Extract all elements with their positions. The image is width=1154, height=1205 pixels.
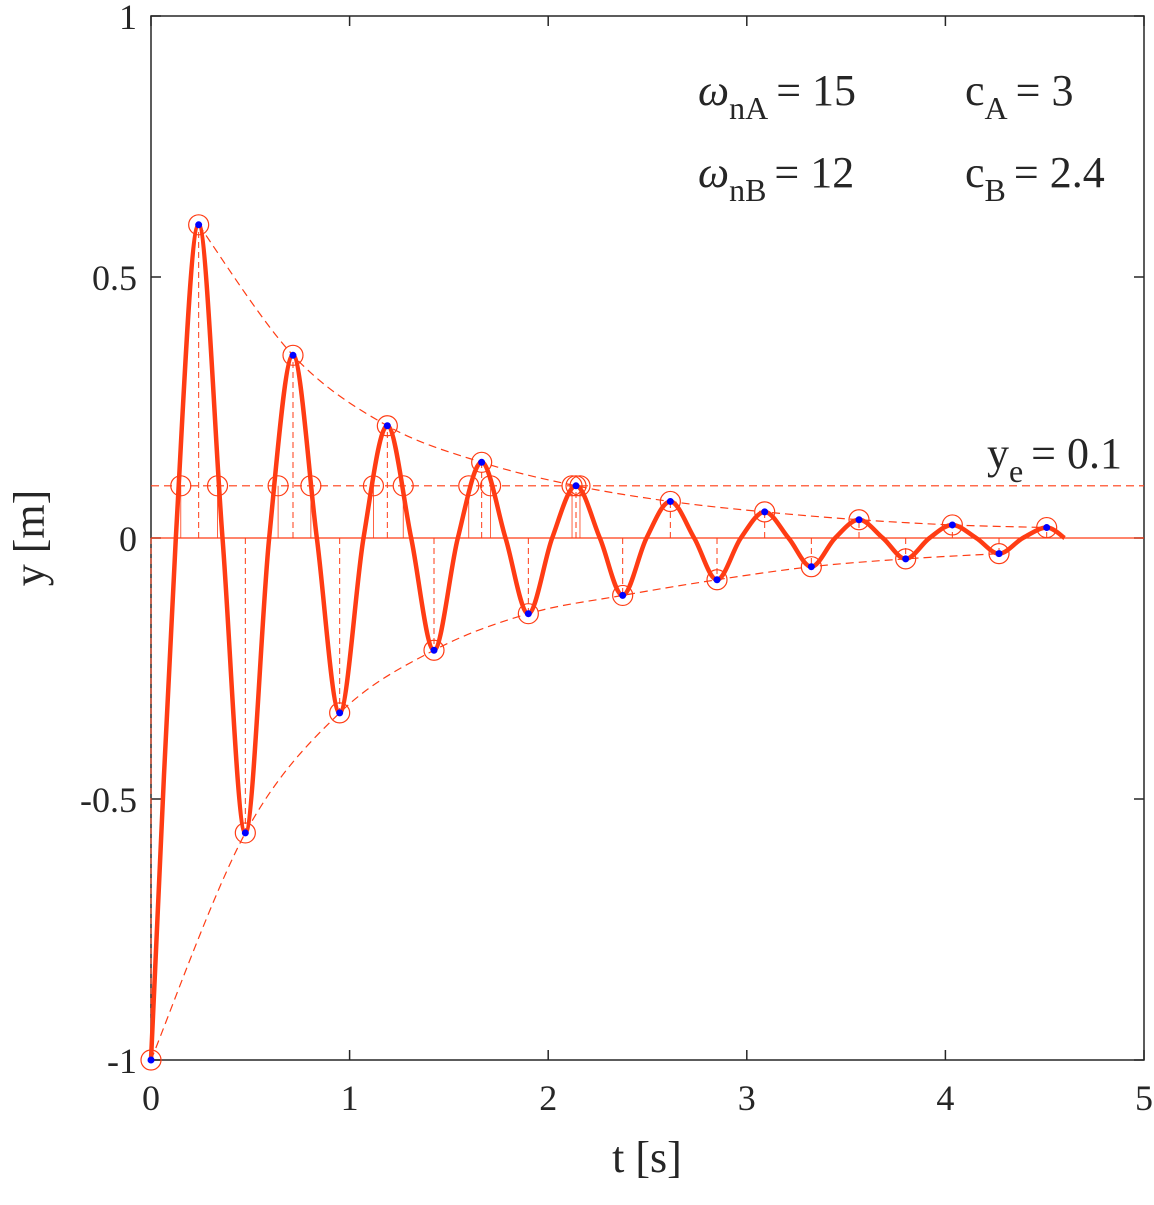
crossing-marker (561, 475, 583, 497)
y-tick-label: 1 (119, 0, 137, 37)
extremum-dot (195, 221, 203, 229)
annotation-base: ω (698, 66, 729, 115)
extremum-circle (895, 548, 917, 570)
annotation-sub: nB (729, 172, 766, 208)
y-tick-label: 0.5 (92, 258, 137, 298)
extremum-circle (612, 584, 634, 607)
annotation: ωnB = 12 (698, 148, 854, 208)
y-tick-label: 0 (119, 519, 137, 559)
extremum-circle (988, 543, 1010, 565)
extremum-circle (140, 1049, 162, 1071)
extremum-circle (423, 639, 445, 661)
extremum-circle (1036, 516, 1058, 539)
extremum-dot (666, 497, 674, 505)
extremum-dot (430, 646, 438, 654)
annotation: ωnA = 15 (698, 66, 856, 126)
y-tick-label: -1 (107, 1041, 137, 1081)
extremum-dot (713, 576, 721, 584)
annotation: cB = 2.4 (965, 148, 1105, 208)
y-axis-label: y [m] (5, 490, 54, 587)
y-tick-label: -0.5 (80, 780, 137, 820)
x-tick-label: 0 (142, 1078, 160, 1118)
extremum-circle (848, 509, 870, 531)
response-curve (148, 222, 1066, 1061)
extremum-dot (807, 563, 815, 571)
extremum-dot (572, 482, 580, 490)
annotation-text: = 12 (774, 148, 854, 197)
annotation-text: = 0.1 (1031, 429, 1122, 478)
extremum-dot (902, 555, 910, 563)
extremum-circle (706, 569, 728, 591)
annotation-text: = 3 (1016, 66, 1074, 115)
extremum-circle (800, 556, 822, 578)
extremum-dot (619, 591, 627, 599)
extremum-dot (336, 709, 344, 717)
extremum-circle (471, 451, 493, 473)
extremum-circle (659, 490, 681, 513)
x-tick-label: 3 (738, 1078, 756, 1118)
annotation: cA = 3 (965, 66, 1073, 126)
extremum-circle (565, 475, 587, 497)
x-tick-label: 5 (1135, 1078, 1153, 1118)
extremum-circle (517, 603, 539, 625)
annotation-text: = 2.4 (1014, 148, 1105, 197)
extremum-dot (524, 610, 532, 618)
upper-envelope (198, 224, 1047, 529)
annotation-base: ω (698, 148, 729, 197)
annotation-text: = 15 (776, 66, 856, 115)
extremum-dot (478, 458, 486, 466)
x-tick-label: 4 (936, 1078, 954, 1118)
annotation-sub: nA (729, 90, 768, 126)
annotation-sub: e (1009, 453, 1023, 489)
extremum-circle (329, 702, 351, 724)
annotation-sub: B (985, 172, 1006, 208)
annotation-base: y (987, 429, 1009, 478)
extremum-circle (941, 514, 963, 536)
x-axis-label: t [s] (612, 1133, 682, 1182)
extremum-circle (282, 344, 304, 366)
extremum-circle (234, 822, 256, 844)
extremum-dot (241, 829, 249, 837)
x-tick-label: 2 (539, 1078, 557, 1118)
extremum-dot (289, 351, 297, 359)
extremum-dot (855, 516, 863, 524)
extremum-dot (147, 1056, 155, 1064)
extremum-dot (1043, 524, 1051, 532)
extremum-dot (995, 550, 1003, 558)
annotation-sub: A (985, 90, 1008, 126)
extremum-dot (948, 521, 956, 529)
extremum-circle (376, 415, 398, 437)
extremum-circle (754, 501, 776, 523)
extremum-dot (383, 422, 391, 430)
annotation-base: c (965, 148, 985, 197)
annotation-base: c (965, 66, 985, 115)
crossing-marker (569, 475, 591, 497)
crossing-marker (267, 475, 289, 497)
x-tick-label: 1 (341, 1078, 359, 1118)
extremum-dot (761, 508, 769, 516)
lower-envelope (150, 553, 1000, 1061)
extremum-circle (188, 214, 210, 236)
annotation: ye = 0.1 (987, 429, 1122, 489)
